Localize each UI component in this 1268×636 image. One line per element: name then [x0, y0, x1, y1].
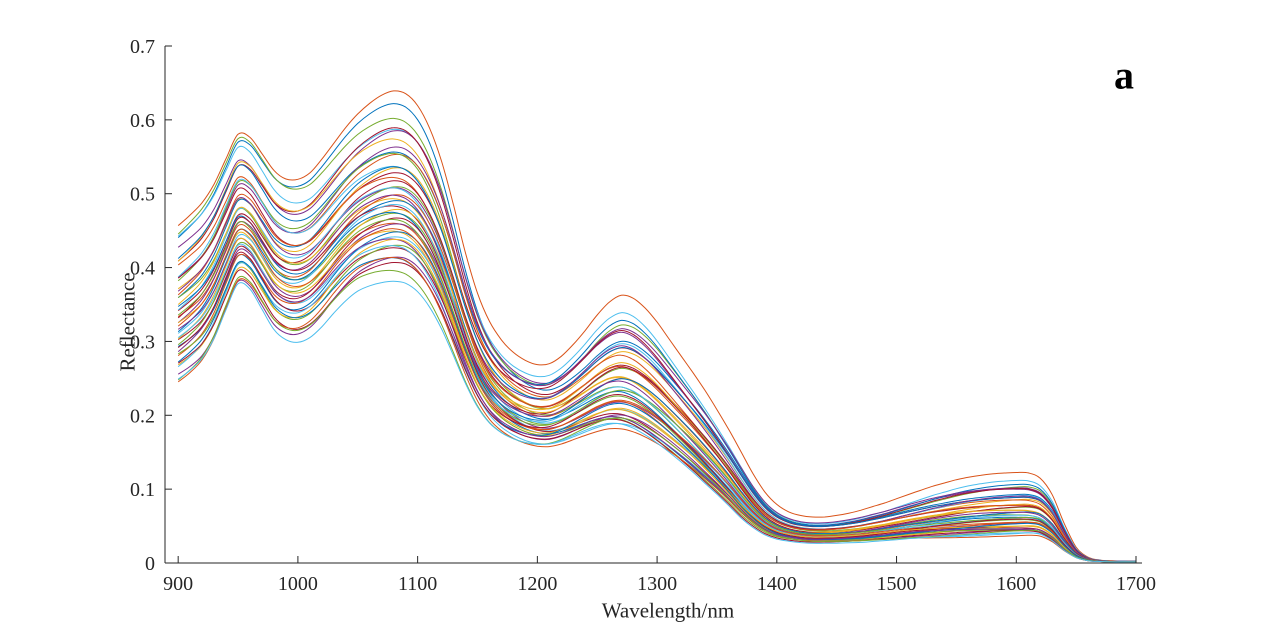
- spectrum-line: [177, 238, 1136, 563]
- x-tick-label: 1500: [877, 573, 917, 595]
- x-tick-label: 1300: [637, 573, 677, 595]
- y-tick-label: 0.3: [130, 331, 155, 353]
- spectrum-line: [177, 166, 1137, 562]
- spectrum-line: [177, 257, 1136, 563]
- spectrum-line: [177, 117, 1137, 562]
- spectrum-line: [177, 151, 1137, 562]
- y-tick-label: 0.2: [130, 405, 155, 427]
- y-tick-label: 0.6: [130, 110, 155, 132]
- spectrum-line: [177, 90, 1136, 562]
- x-tick-label: 1600: [996, 573, 1036, 595]
- x-tick-label: 900: [163, 573, 193, 595]
- spectrum-line: [177, 222, 1136, 563]
- x-tick-label: 1700: [1116, 573, 1156, 595]
- spectrum-line: [177, 236, 1136, 563]
- spectrum-line: [177, 200, 1136, 563]
- spectrum-line: [177, 211, 1136, 563]
- y-tick-label: 0.5: [130, 184, 155, 206]
- spectrum-line: [177, 153, 1137, 563]
- spectrum-line: [177, 247, 1137, 563]
- x-tick-label: 1400: [757, 573, 797, 595]
- panel-label: a: [1114, 52, 1134, 98]
- spectrum-line: [177, 261, 1136, 563]
- spectrum-line: [177, 223, 1136, 563]
- spectrum-line: [177, 280, 1136, 563]
- spectrum-line: [177, 146, 1137, 562]
- y-tick-label: 0.1: [130, 479, 155, 501]
- spectra-lines: [177, 90, 1137, 563]
- spectrum-line: [177, 128, 1137, 562]
- spectrum-line: [177, 245, 1136, 563]
- x-tick-label: 1000: [278, 573, 318, 595]
- y-axis-title: Reflectance: [115, 272, 140, 372]
- spectrum-line: [177, 203, 1136, 563]
- x-tick-label: 1200: [517, 573, 557, 595]
- y-tick-label: 0: [145, 553, 155, 575]
- spectrum-line: [177, 208, 1137, 563]
- spectrum-line: [177, 269, 1136, 563]
- axes: [164, 45, 1142, 564]
- tick-labels: 900 1000 1100 1200 1300 1400 1500 1600 1700 0 0.1 0…: [130, 36, 1156, 595]
- spectrum-line: [177, 218, 1137, 563]
- spectrum-line: [177, 138, 1136, 563]
- y-tick-label: 0.4: [130, 258, 155, 280]
- spectrum-line: [177, 205, 1136, 563]
- spectrum-line: [177, 103, 1136, 562]
- spectrum-line: [177, 256, 1136, 563]
- y-tick-label: 0.7: [130, 36, 155, 58]
- spectrum-line: [177, 228, 1136, 563]
- x-axis-title: Wavelength/nm: [601, 598, 735, 623]
- x-tick-label: 1100: [398, 573, 437, 595]
